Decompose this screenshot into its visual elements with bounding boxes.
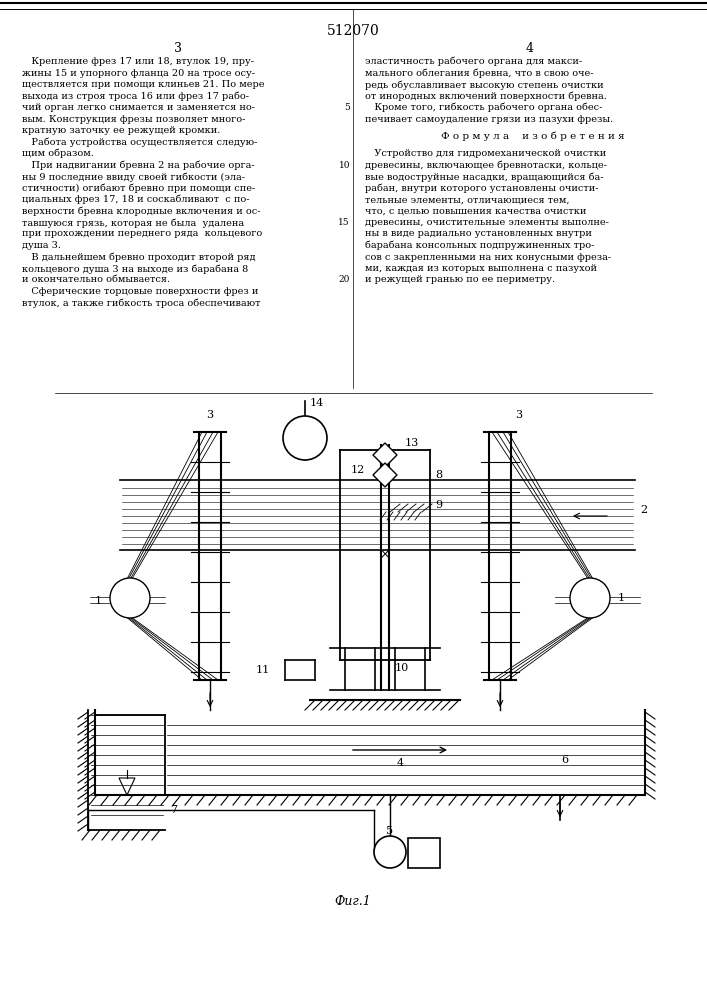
Text: Ф о р м у л а    и з о б р е т е н и я: Ф о р м у л а и з о б р е т е н и я <box>440 132 624 141</box>
Text: барабана консольных подпружиненных тро-: барабана консольных подпружиненных тро- <box>365 241 595 250</box>
Text: 3: 3 <box>206 410 214 420</box>
Text: и окончательно обмывается.: и окончательно обмывается. <box>22 275 170 284</box>
Polygon shape <box>373 443 397 467</box>
Text: и режущей гранью по ее периметру.: и режущей гранью по ее периметру. <box>365 275 555 284</box>
Text: 1: 1 <box>618 593 625 603</box>
Text: 4: 4 <box>397 758 404 768</box>
Text: 8: 8 <box>435 470 442 480</box>
Text: Устройство для гидромеханической очистки: Устройство для гидромеханической очистки <box>365 149 606 158</box>
Text: 11: 11 <box>256 665 270 675</box>
Text: 3: 3 <box>515 410 522 420</box>
Text: кольцевого душа 3 на выходе из барабана 8: кольцевого душа 3 на выходе из барабана … <box>22 264 248 273</box>
Text: от инородных включений поверхности бревна.: от инородных включений поверхности бревн… <box>365 92 607 101</box>
Text: вым. Конструкция фрезы позволяет много-: вым. Конструкция фрезы позволяет много- <box>22 114 245 123</box>
Text: 15: 15 <box>339 218 350 227</box>
Text: ми, каждая из которых выполнена с пазухой: ми, каждая из которых выполнена с пазухо… <box>365 264 597 273</box>
Text: 5: 5 <box>387 826 394 836</box>
Text: стичности) огибают бревно при помощи спе-: стичности) огибают бревно при помощи спе… <box>22 184 255 193</box>
Text: 5: 5 <box>344 103 350 112</box>
Text: 14: 14 <box>310 398 325 408</box>
Circle shape <box>110 578 150 618</box>
Text: ны в виде радиально установленных внутри: ны в виде радиально установленных внутри <box>365 230 592 238</box>
Text: ществляется при помощи клиньев 21. По мере: ществляется при помощи клиньев 21. По ме… <box>22 80 264 89</box>
Text: Сферические торцовые поверхности фрез и: Сферические торцовые поверхности фрез и <box>22 287 258 296</box>
Text: жины 15 и упорного фланца 20 на тросе осу-: жины 15 и упорного фланца 20 на тросе ос… <box>22 68 255 78</box>
Text: щим образом.: щим образом. <box>22 149 94 158</box>
Polygon shape <box>119 778 135 795</box>
Text: ны 9 последние ввиду своей гибкости (эла-: ны 9 последние ввиду своей гибкости (эла… <box>22 172 245 182</box>
Text: выхода из строя троса 16 или фрез 17 рабо-: выхода из строя троса 16 или фрез 17 раб… <box>22 92 249 101</box>
Circle shape <box>570 578 610 618</box>
Text: Работа устройства осуществляется следую-: Работа устройства осуществляется следую- <box>22 137 257 147</box>
Text: душа 3.: душа 3. <box>22 241 61 250</box>
Text: 7: 7 <box>170 805 177 815</box>
Text: тельные элементы, отличающиеся тем,: тельные элементы, отличающиеся тем, <box>365 195 570 204</box>
Text: 20: 20 <box>339 275 350 284</box>
Text: 2: 2 <box>640 505 647 515</box>
Bar <box>408 838 440 868</box>
Text: При надвигании бревна 2 на рабочие орга-: При надвигании бревна 2 на рабочие орга- <box>22 160 255 170</box>
Text: 13: 13 <box>405 438 419 448</box>
Text: вые водоструйные насадки, вращающийся ба-: вые водоструйные насадки, вращающийся ба… <box>365 172 604 182</box>
Text: 9: 9 <box>435 500 442 510</box>
Text: 10: 10 <box>339 160 350 169</box>
Text: эластичность рабочего органа для макси-: эластичность рабочего органа для макси- <box>365 57 582 66</box>
Text: 10: 10 <box>395 663 409 673</box>
Text: ×: × <box>380 548 390 562</box>
Circle shape <box>283 416 327 460</box>
Text: печивает самоудаление грязи из пазухи фрезы.: печивает самоудаление грязи из пазухи фр… <box>365 114 613 123</box>
Text: 4: 4 <box>526 42 534 55</box>
Circle shape <box>374 836 406 868</box>
Text: 1: 1 <box>95 596 102 606</box>
Text: тавшуюся грязь, которая не была  удалена: тавшуюся грязь, которая не была удалена <box>22 218 244 228</box>
Text: 12: 12 <box>351 465 365 475</box>
Text: редь обуславливает высокую степень очистки: редь обуславливает высокую степень очист… <box>365 80 604 90</box>
Text: 6: 6 <box>561 755 568 765</box>
Text: верхности бревна клородные включения и ос-: верхности бревна клородные включения и о… <box>22 207 260 216</box>
Text: при прохождении переднего ряда  кольцевого: при прохождении переднего ряда кольцевог… <box>22 230 262 238</box>
Text: древесины, включающее бревнотаски, кольце-: древесины, включающее бревнотаски, кольц… <box>365 160 607 170</box>
Text: 3: 3 <box>174 42 182 55</box>
Text: что, с целью повышения качества очистки: что, с целью повышения качества очистки <box>365 207 586 216</box>
Text: втулок, а также гибкость троса обеспечивают: втулок, а также гибкость троса обеспечив… <box>22 298 260 308</box>
Text: Кроме того, гибкость рабочего органа обес-: Кроме того, гибкость рабочего органа обе… <box>365 103 602 112</box>
Text: кратную заточку ее режущей кромки.: кратную заточку ее режущей кромки. <box>22 126 221 135</box>
Text: В дальнейшем бревно проходит второй ряд: В дальнейшем бревно проходит второй ряд <box>22 252 255 262</box>
Text: древесины, очистительные элементы выполне-: древесины, очистительные элементы выполн… <box>365 218 609 227</box>
Text: мального облегания бревна, что в свою оче-: мального облегания бревна, что в свою оч… <box>365 68 593 78</box>
Text: чий орган легко снимается и заменяется но-: чий орган легко снимается и заменяется н… <box>22 103 255 112</box>
Text: сов с закрепленными на них конусными фреза-: сов с закрепленными на них конусными фре… <box>365 252 611 261</box>
Text: циальных фрез 17, 18 и соскабливают  с по-: циальных фрез 17, 18 и соскабливают с по… <box>22 195 250 205</box>
Text: рабан, внутри которого установлены очисти-: рабан, внутри которого установлены очист… <box>365 184 599 193</box>
Polygon shape <box>373 463 397 487</box>
Text: Крепление фрез 17 или 18, втулок 19, пру-: Крепление фрез 17 или 18, втулок 19, пру… <box>22 57 254 66</box>
Text: 512070: 512070 <box>327 24 380 38</box>
Text: Фиг.1: Фиг.1 <box>334 895 371 908</box>
